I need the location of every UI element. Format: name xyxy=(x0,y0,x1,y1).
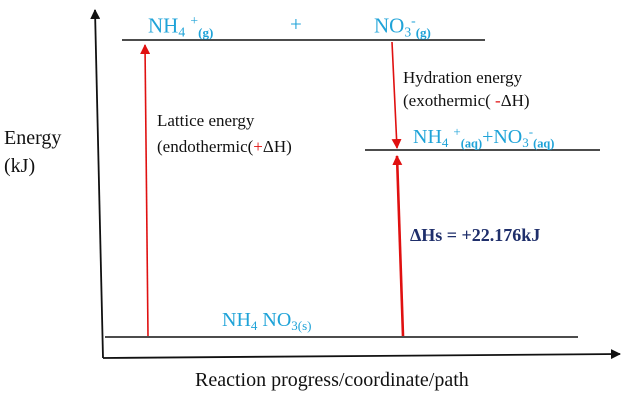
aq-ion1-base: NH xyxy=(413,126,442,149)
aq-ion2-base: NO xyxy=(493,126,523,149)
aq-ion2-charge: - xyxy=(528,124,534,139)
gas-ion2-label: NO3-(g) xyxy=(374,14,431,39)
solid-sub1: 4 xyxy=(250,317,258,333)
lattice-energy-title: Lattice energy xyxy=(157,111,255,130)
x-axis xyxy=(102,349,621,360)
aq-ion2-state: (aq) xyxy=(533,136,555,151)
solution-enthalpy-value: ΔHs = +22.176kJ xyxy=(410,225,541,245)
gas-ions-label: NH4 +(g) xyxy=(148,14,213,39)
gas-ion2-sub: 3 xyxy=(404,24,412,40)
gas-plus-sign: + xyxy=(290,12,302,36)
gas-ion1-sub: 4 xyxy=(178,24,186,40)
y-axis-label: Energy (kJ) xyxy=(4,124,61,180)
solid-state: 3(s) xyxy=(291,317,312,333)
hydration-energy-sign-text: (exothermic( -ΔH) xyxy=(403,91,530,110)
aq-ion1-charge: + xyxy=(453,124,461,139)
solution-enthalpy-arrow xyxy=(392,155,405,337)
lattice-energy-arrow xyxy=(140,44,151,337)
aq-ion1-sub: 4 xyxy=(441,135,449,151)
lattice-energy-label: Lattice energy (endothermic(+ΔH) xyxy=(157,108,292,160)
y-axis xyxy=(90,9,104,359)
lattice-sign: + xyxy=(253,137,263,156)
aq-ion1-state: (aq) xyxy=(460,136,483,151)
aqueous-ions-label: NH4 +(aq)+NO3-(aq) xyxy=(413,125,554,150)
hydration-sign: - xyxy=(495,91,501,110)
y-axis-label-line1: Energy xyxy=(4,127,62,149)
gas-ion2-charge: - xyxy=(411,13,416,28)
gas-ion1-charge: + xyxy=(190,13,199,28)
hydration-energy-title: Hydration energy xyxy=(403,68,523,87)
gas-ion1-base: NH xyxy=(148,13,179,38)
lattice-energy-sign-text: (endothermic(+ΔH) xyxy=(157,137,292,156)
y-axis-label-line2: (kJ) xyxy=(4,155,36,177)
solid-mid: NO xyxy=(257,309,292,331)
solid-base: NH xyxy=(222,309,251,331)
x-axis-label: Reaction progress/coordinate/path xyxy=(195,369,469,391)
hydration-energy-arrow xyxy=(391,41,402,149)
gas-ion2-base: NO xyxy=(374,13,405,38)
aq-ion2-sub: 3 xyxy=(522,135,529,151)
gas-ion2-state: (g) xyxy=(415,25,431,41)
solid-label: NH4 NO3(s) xyxy=(222,310,312,332)
aq-plus-sign: + xyxy=(482,126,494,149)
hydration-energy-label: Hydration energy (exothermic( -ΔH) xyxy=(403,66,530,112)
gas-ion1-state: (g) xyxy=(198,25,214,41)
